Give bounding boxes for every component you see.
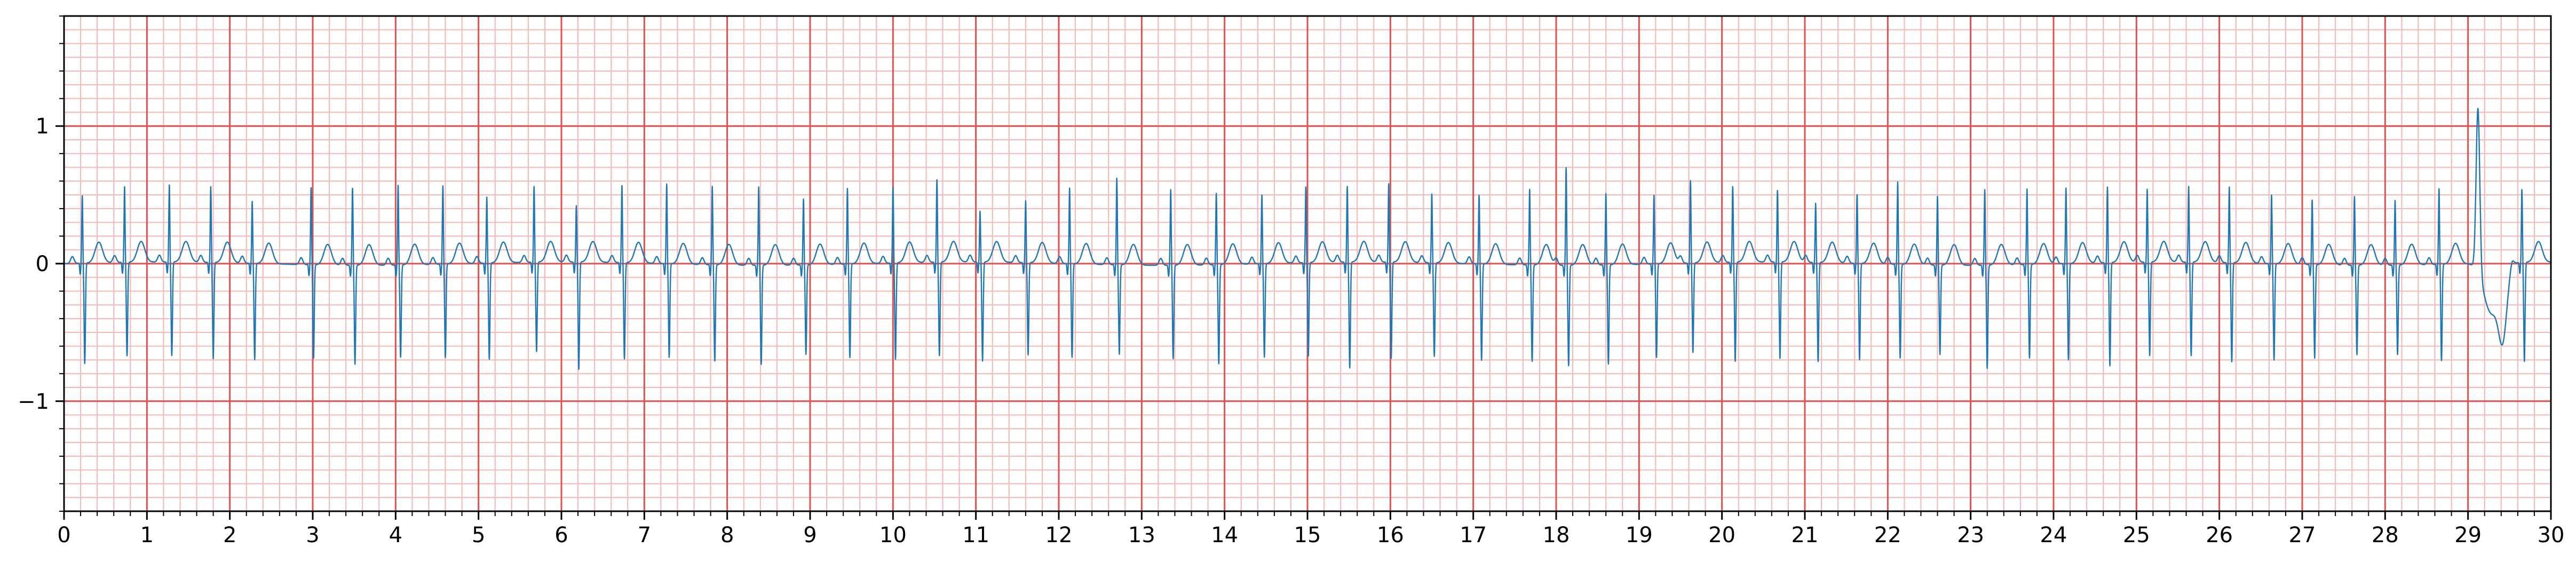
x-tick-label: 9	[803, 523, 817, 548]
x-tick-label: 26	[2206, 523, 2233, 548]
x-tick-label: 0	[57, 523, 70, 548]
x-tick-label: 16	[1377, 523, 1404, 548]
x-tick-label: 5	[472, 523, 485, 548]
x-tick-label: 18	[1543, 523, 1570, 548]
x-tick-label: 12	[1045, 523, 1073, 548]
x-axis: 0 1 2 3 4 5 6 7 8 9 10 11 12 13 14 15 16 17 18 19 20 21 22 23 24…	[57, 511, 2564, 548]
x-tick-label: 13	[1128, 523, 1155, 548]
x-tick-label: 11	[962, 523, 989, 548]
x-tick-label: 23	[1957, 523, 1984, 548]
x-tick-label: 6	[554, 523, 568, 548]
x-tick-label: 25	[2123, 523, 2150, 548]
x-tick-label: 22	[1874, 523, 1901, 548]
y-axis: −1 0 1	[18, 15, 64, 512]
y-tick-label: 0	[36, 252, 49, 276]
x-tick-label: 10	[879, 523, 907, 548]
x-tick-label: 15	[1294, 523, 1321, 548]
x-tick-label: 27	[2289, 523, 2316, 548]
x-tick-label: 2	[223, 523, 236, 548]
x-tick-label: 30	[2538, 523, 2565, 548]
x-tick-label: 14	[1211, 523, 1238, 548]
x-tick-label: 24	[2040, 523, 2067, 548]
ecg-trace-line	[64, 108, 2551, 370]
x-tick-label: 1	[140, 523, 154, 548]
x-tick-label: 21	[1792, 523, 1819, 548]
x-tick-label: 19	[1626, 523, 1653, 548]
x-tick-label: 20	[1708, 523, 1735, 548]
y-tick-label: −1	[18, 390, 49, 414]
x-tick-label: 4	[389, 523, 402, 548]
y-tick-label: 1	[36, 114, 49, 139]
x-tick-label: 28	[2372, 523, 2399, 548]
x-tick-label: 17	[1460, 523, 1487, 548]
x-tick-label: 7	[638, 523, 651, 548]
x-tick-label: 8	[720, 523, 734, 548]
x-tick-label: 29	[2454, 523, 2482, 548]
x-tick-label: 3	[306, 523, 319, 548]
series-layer	[64, 108, 2551, 370]
